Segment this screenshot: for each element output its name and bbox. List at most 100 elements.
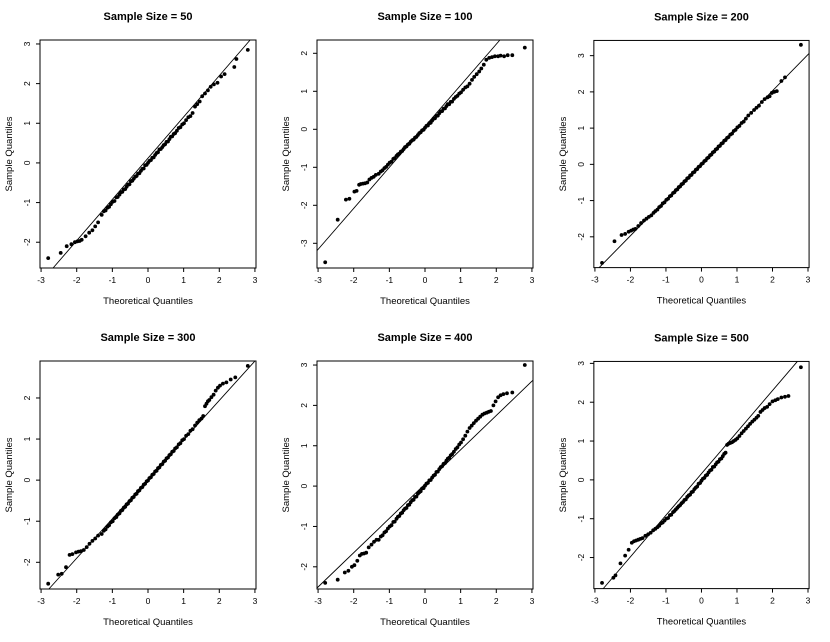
data-point: [783, 75, 787, 80]
data-point: [452, 449, 456, 454]
x-tick-label: 2: [494, 275, 499, 285]
data-point: [389, 159, 394, 164]
y-tick-label: -1: [22, 199, 32, 207]
data-point: [648, 530, 653, 535]
data-point: [64, 244, 69, 249]
data-point: [477, 69, 482, 74]
data-point: [369, 542, 374, 547]
y-tick-label: 3: [299, 362, 309, 367]
data-point: [228, 377, 233, 382]
qq-panel-n300: Sample Size = 300 -3 -2 -1 0 1 2 3 -2 -1 0 1 2 Theore…: [4, 332, 258, 628]
data-point: [522, 363, 527, 367]
y-tick-label: 2: [299, 51, 309, 56]
x-tick-label: -3: [314, 275, 322, 285]
data-point: [479, 66, 484, 71]
x-tick-label: -2: [627, 596, 635, 606]
qq-reference-line: [602, 361, 798, 589]
y-axis-label: Sample Quantiles: [558, 116, 569, 191]
y-tick-label: 2: [22, 395, 32, 400]
x-tick-label: -2: [73, 275, 81, 285]
data-point: [762, 97, 767, 102]
y-tick-label: 0: [299, 127, 309, 132]
qq-points: [600, 42, 803, 265]
data-point: [245, 364, 250, 368]
data-point: [58, 251, 63, 255]
data-point: [418, 489, 423, 494]
data-point: [467, 81, 472, 86]
data-point: [626, 547, 631, 552]
data-point: [207, 398, 212, 402]
data-point: [365, 180, 370, 185]
x-tick-label: 0: [146, 275, 151, 285]
qq-points: [600, 365, 803, 585]
data-point: [501, 392, 506, 396]
qq-points: [323, 45, 527, 265]
data-point: [411, 497, 416, 502]
data-point: [767, 402, 772, 407]
data-point: [669, 512, 674, 517]
data-point: [779, 395, 784, 400]
x-tick-label: 2: [217, 275, 222, 285]
x-tick-label: -2: [627, 275, 635, 285]
data-point: [212, 82, 216, 87]
x-tick-label: -1: [386, 596, 394, 606]
data-point: [450, 99, 454, 104]
data-point: [69, 242, 74, 247]
data-point: [666, 516, 670, 520]
x-tick-label: 1: [458, 596, 463, 606]
data-point: [208, 84, 213, 89]
y-tick-label: -2: [576, 233, 586, 241]
data-point: [433, 472, 437, 477]
y-tick-label: -1: [299, 163, 309, 171]
panel-title: Sample Size = 300: [100, 332, 195, 344]
data-point: [470, 78, 474, 82]
data-point: [759, 100, 764, 104]
data-point: [639, 221, 643, 225]
y-tick-label: 1: [22, 121, 32, 126]
x-tick-label: 1: [181, 596, 186, 606]
data-point: [186, 432, 191, 436]
data-point: [87, 230, 92, 235]
data-point: [744, 116, 748, 121]
data-point: [459, 90, 463, 95]
data-point: [211, 392, 216, 397]
x-tick-label: 2: [770, 275, 775, 285]
data-point: [465, 84, 470, 89]
y-tick-label: -1: [576, 515, 586, 523]
data-point: [87, 541, 92, 546]
y-tick-label: -2: [22, 558, 32, 566]
data-point: [201, 414, 206, 418]
y-tick-label: 2: [576, 400, 586, 405]
x-tick-label: 0: [423, 596, 428, 606]
y-tick-label: 2: [22, 81, 32, 86]
data-point: [197, 99, 202, 104]
data-point: [636, 224, 641, 228]
data-point: [465, 429, 470, 434]
data-point: [618, 561, 623, 566]
data-point: [335, 217, 340, 222]
data-point: [83, 234, 88, 239]
x-tick-label: -3: [591, 596, 599, 606]
data-point: [366, 545, 371, 550]
x-tick-label: 3: [806, 596, 811, 606]
x-tick-label: -3: [314, 596, 322, 606]
y-tick-label: -1: [299, 522, 309, 530]
data-point: [392, 519, 397, 524]
y-tick-label: -1: [22, 517, 32, 525]
data-point: [737, 124, 742, 128]
data-point: [107, 523, 111, 528]
y-tick-label: 0: [576, 477, 586, 482]
data-point: [110, 519, 115, 524]
data-point: [774, 89, 779, 94]
data-point: [472, 75, 477, 79]
data-point: [613, 573, 618, 578]
y-tick-label: 1: [576, 438, 586, 443]
data-point: [752, 108, 756, 112]
data-point: [765, 404, 770, 409]
y-tick-label: 3: [576, 361, 586, 366]
data-point: [245, 48, 250, 52]
data-point: [746, 113, 751, 118]
data-point: [175, 128, 179, 133]
data-point: [373, 173, 378, 177]
data-point: [190, 111, 195, 115]
